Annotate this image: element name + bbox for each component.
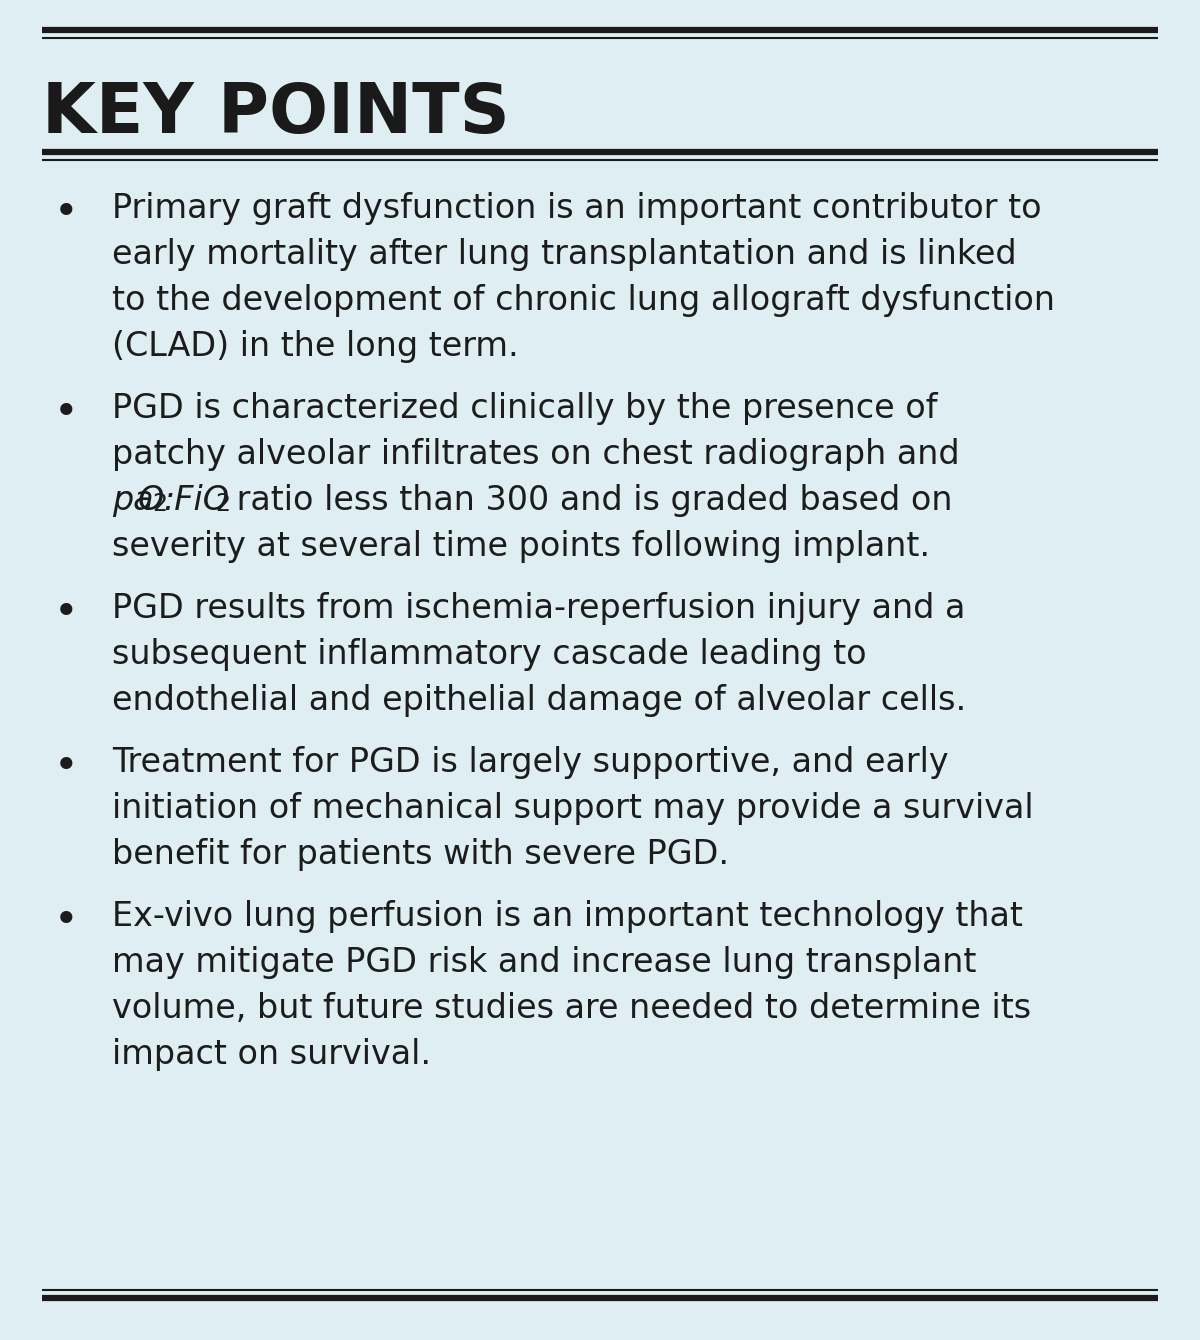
Text: PGD results from ischemia-reperfusion injury and a: PGD results from ischemia-reperfusion in… [112, 592, 965, 624]
Text: KEY POINTS: KEY POINTS [42, 80, 510, 147]
Text: may mitigate PGD risk and increase lung transplant: may mitigate PGD risk and increase lung … [112, 946, 977, 980]
Text: 2: 2 [152, 492, 167, 516]
Text: ratio less than 300 and is graded based on: ratio less than 300 and is graded based … [226, 484, 953, 517]
Text: initiation of mechanical support may provide a survival: initiation of mechanical support may pro… [112, 792, 1033, 825]
Text: volume, but future studies are needed to determine its: volume, but future studies are needed to… [112, 992, 1031, 1025]
Text: pa: pa [112, 484, 154, 517]
Text: PGD is characterized clinically by the presence of: PGD is characterized clinically by the p… [112, 393, 937, 425]
Text: benefit for patients with severe PGD.: benefit for patients with severe PGD. [112, 838, 730, 871]
Text: •: • [54, 393, 79, 434]
Text: 2: 2 [215, 492, 230, 516]
Text: •: • [54, 592, 79, 634]
Text: •: • [54, 746, 79, 788]
Text: early mortality after lung transplantation and is linked: early mortality after lung transplantati… [112, 239, 1016, 271]
Text: severity at several time points following implant.: severity at several time points followin… [112, 531, 930, 563]
Text: (CLAD) in the long term.: (CLAD) in the long term. [112, 330, 518, 363]
Text: Ex-vivo lung perfusion is an important technology that: Ex-vivo lung perfusion is an important t… [112, 900, 1022, 933]
Text: Treatment for PGD is largely supportive, and early: Treatment for PGD is largely supportive,… [112, 746, 949, 779]
Text: :FiO: :FiO [163, 484, 229, 517]
Text: subsequent inflammatory cascade leading to: subsequent inflammatory cascade leading … [112, 638, 866, 671]
Text: impact on survival.: impact on survival. [112, 1038, 431, 1071]
Text: •: • [54, 900, 79, 942]
Text: endothelial and epithelial damage of alveolar cells.: endothelial and epithelial damage of alv… [112, 683, 966, 717]
Text: patchy alveolar infiltrates on chest radiograph and: patchy alveolar infiltrates on chest rad… [112, 438, 960, 470]
Text: to the development of chronic lung allograft dysfunction: to the development of chronic lung allog… [112, 284, 1055, 318]
Text: Primary graft dysfunction is an important contributor to: Primary graft dysfunction is an importan… [112, 192, 1042, 225]
Text: O: O [138, 484, 164, 517]
Text: •: • [54, 192, 79, 234]
